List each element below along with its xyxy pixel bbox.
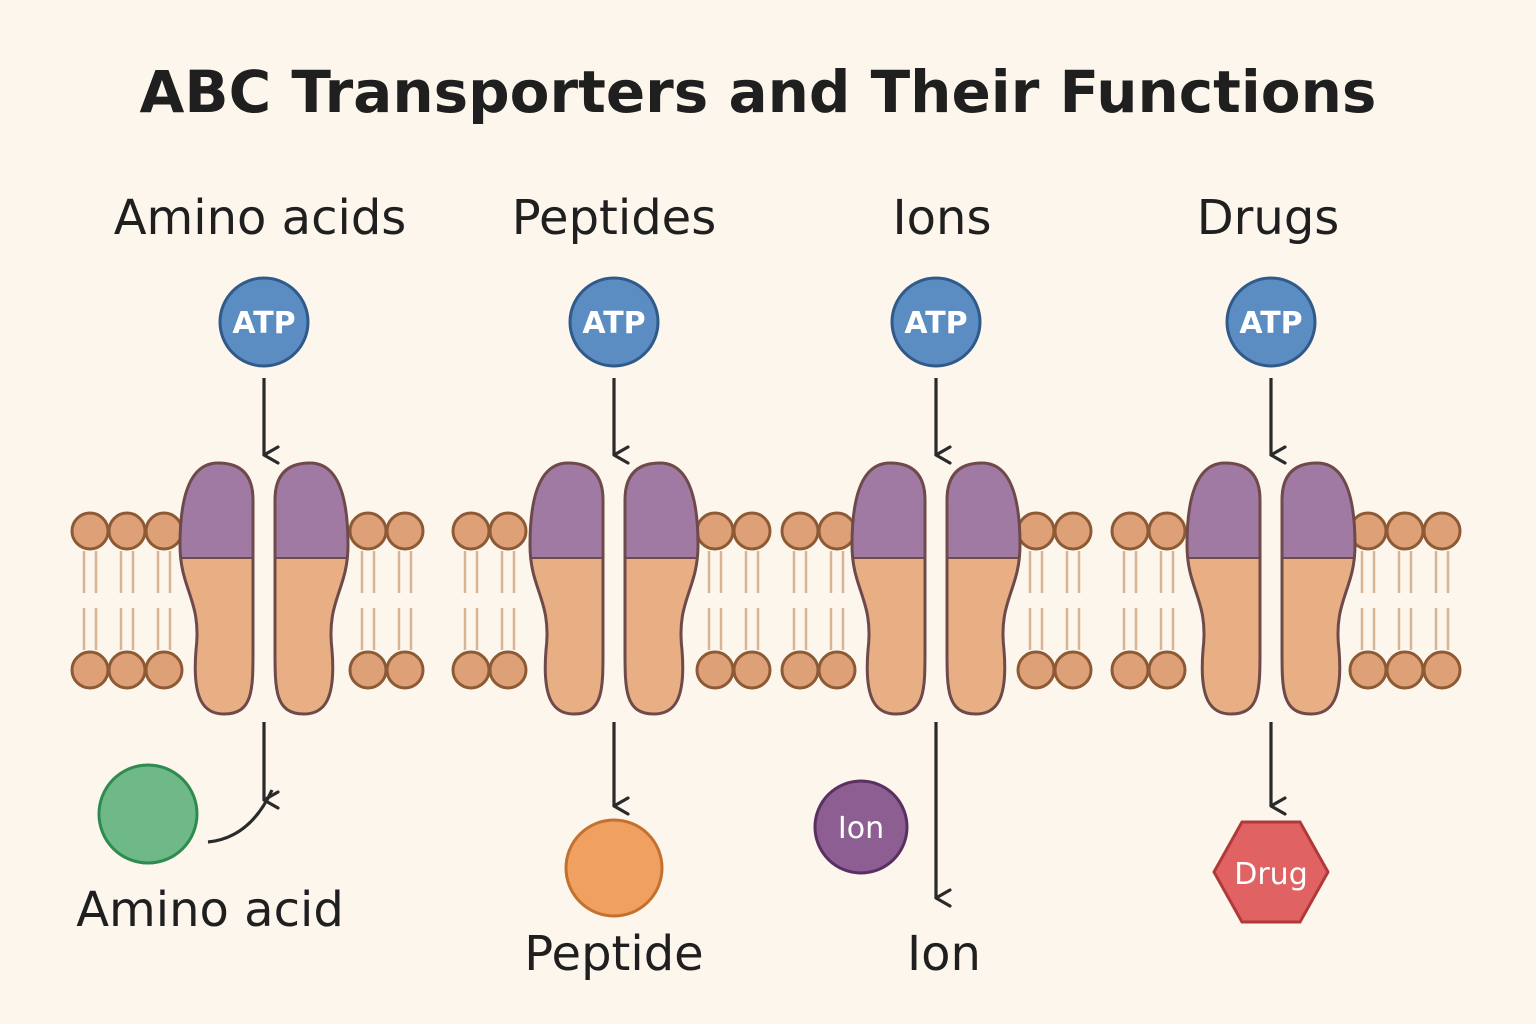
subunit-outline <box>623 461 700 716</box>
lipid-head <box>107 650 147 690</box>
lipid-head <box>1016 511 1056 551</box>
lipid-head <box>451 650 491 690</box>
subunit-outline <box>945 461 1022 716</box>
atp-badge: ATP <box>1225 276 1317 368</box>
lipid-head <box>144 511 184 551</box>
ion-molecule-label: Ion <box>838 811 884 846</box>
subunit-outline <box>1280 461 1357 716</box>
transmembrane-domain <box>180 558 253 714</box>
lipid-head <box>1385 511 1425 551</box>
atp-label: ATP <box>904 306 967 341</box>
lipid-head <box>1422 511 1462 551</box>
transporter <box>528 461 700 716</box>
subunit-outline <box>528 461 605 716</box>
nucleotide-binding-domain <box>275 463 348 558</box>
lipid-head <box>1110 511 1150 551</box>
lipid-head <box>385 650 425 690</box>
atp-label: ATP <box>1239 306 1302 341</box>
atp-badge: ATP <box>568 276 660 368</box>
lipid-head <box>70 511 110 551</box>
heading-amino-acids: Amino acids <box>114 190 407 246</box>
transmembrane-domain <box>530 558 603 714</box>
transporter-subunit-right <box>1280 461 1357 716</box>
transporter <box>850 461 1022 716</box>
label-amino-acid: Amino acid <box>76 882 344 938</box>
lipid-head <box>780 511 820 551</box>
transporter-subunit-right <box>623 461 700 716</box>
lipid-head <box>1348 650 1388 690</box>
transporter-subunit-left <box>1185 461 1262 716</box>
heading-ions: Ions <box>893 190 992 246</box>
drug-molecule-label: Drug <box>1234 857 1308 892</box>
lipid-head <box>488 650 528 690</box>
subunit-outline <box>850 461 927 716</box>
lipid-head <box>817 650 857 690</box>
atp-label: ATP <box>232 306 295 341</box>
heading-peptides: Peptides <box>512 190 716 246</box>
lipid-head <box>1147 650 1187 690</box>
lipid-head <box>780 650 820 690</box>
panel-ions: Ions ATP Ion Ion <box>813 190 1022 982</box>
transporter-subunit-left <box>528 461 605 716</box>
transporter <box>1185 461 1357 716</box>
nucleotide-binding-domain <box>1187 463 1260 558</box>
subunit-outline <box>178 461 255 716</box>
lipid-head <box>451 511 491 551</box>
heading-drugs: Drugs <box>1197 190 1340 246</box>
amino-acid-molecule <box>97 763 199 865</box>
lipid-head <box>817 511 857 551</box>
transporter-subunit-left <box>178 461 255 716</box>
lipid-head <box>348 511 388 551</box>
transmembrane-domain <box>852 558 925 714</box>
transporter-subunit-right <box>945 461 1022 716</box>
lipid-head <box>348 650 388 690</box>
atp-badge: ATP <box>890 276 982 368</box>
lipid-head <box>70 650 110 690</box>
transmembrane-domain <box>275 558 348 714</box>
lipid-head <box>1147 511 1187 551</box>
panel-drugs: Drugs ATP Drug <box>1185 190 1357 924</box>
lipid-head <box>1422 650 1462 690</box>
transmembrane-domain <box>947 558 1020 714</box>
panel-amino-acids: Amino acids ATP Amino acid <box>76 190 406 938</box>
transporter <box>178 461 350 716</box>
lipid-head <box>1053 650 1093 690</box>
panel-peptides: Peptides ATP Peptide <box>512 190 716 982</box>
transmembrane-domain <box>1282 558 1355 714</box>
lipid-head <box>1110 650 1150 690</box>
curved-arrow-tail <box>207 789 274 844</box>
lipid-head <box>385 511 425 551</box>
diagram-title: ABC Transporters and Their Functions <box>140 58 1377 126</box>
label-ion: Ion <box>907 926 981 982</box>
lipid-head <box>1053 511 1093 551</box>
lipid-head <box>144 650 184 690</box>
lipid-head <box>107 511 147 551</box>
lipid-head <box>488 511 528 551</box>
atp-badge: ATP <box>218 276 310 368</box>
lipid-bilayer <box>70 511 1462 690</box>
transporter-subunit-right <box>273 461 350 716</box>
lipid-head <box>1016 650 1056 690</box>
peptide-molecule <box>564 818 664 918</box>
lipid-head <box>695 511 735 551</box>
subunit-outline <box>1185 461 1262 716</box>
lipid-head <box>732 650 772 690</box>
transmembrane-domain <box>625 558 698 714</box>
transmembrane-domain <box>1187 558 1260 714</box>
lipid-head <box>1385 650 1425 690</box>
label-peptide: Peptide <box>524 926 703 982</box>
lipid-head <box>695 650 735 690</box>
atp-label: ATP <box>582 306 645 341</box>
nucleotide-binding-domain <box>530 463 603 558</box>
drug-molecule: Drug <box>1212 820 1330 924</box>
ion-molecule: Ion <box>813 779 909 875</box>
subunit-outline <box>273 461 350 716</box>
lipid-head <box>732 511 772 551</box>
transporter-subunit-left <box>850 461 927 716</box>
